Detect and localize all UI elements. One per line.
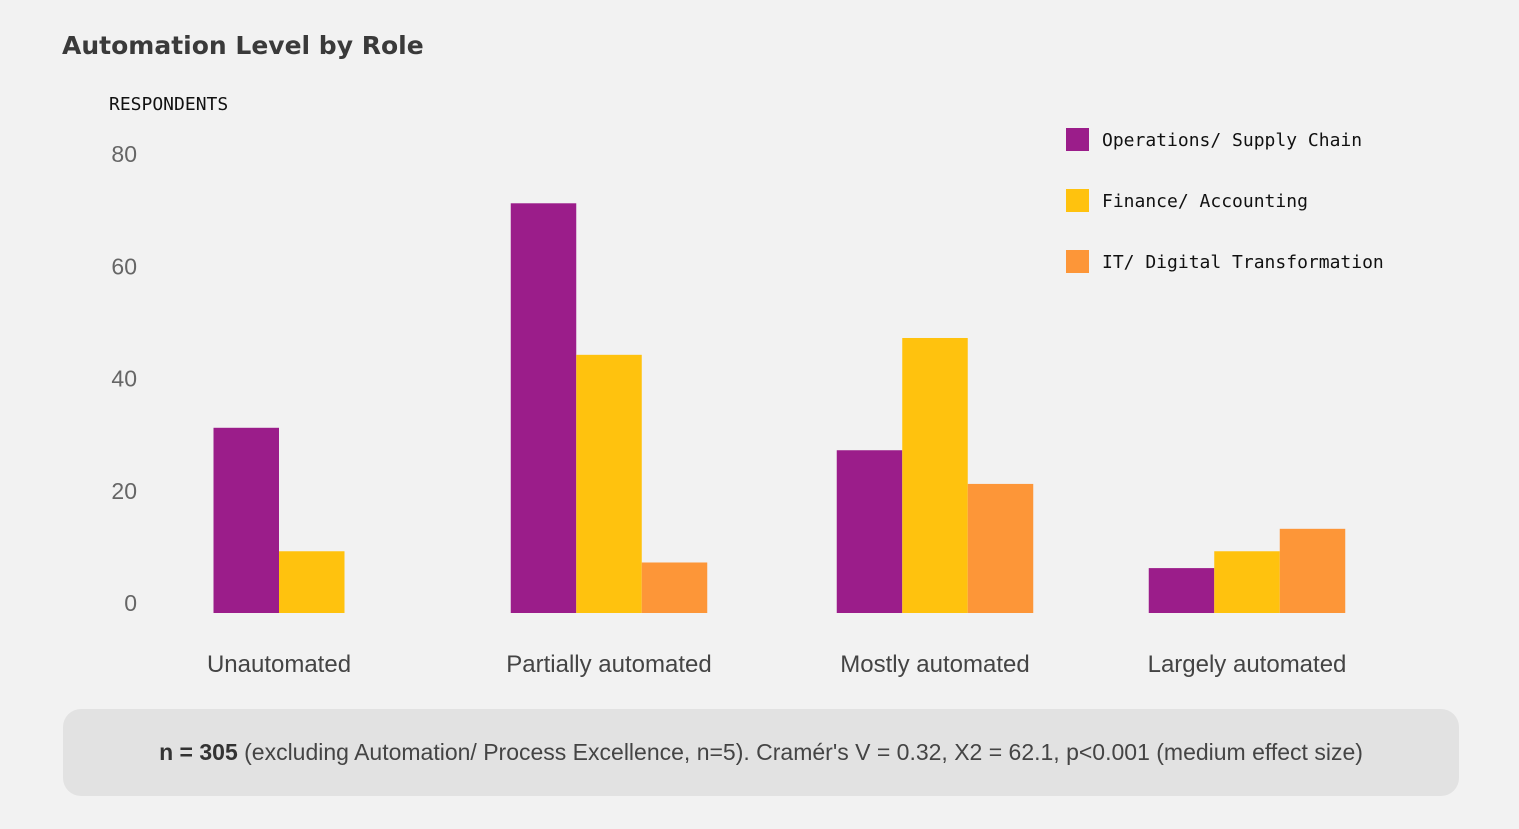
- y-tick-label: 80: [111, 141, 137, 167]
- bar: [967, 483, 1034, 613]
- footnote-box: n = 305 (excluding Automation/ Process E…: [63, 709, 1459, 796]
- bar: [641, 562, 708, 613]
- legend-swatch: [1066, 189, 1089, 212]
- legend-swatch: [1066, 250, 1089, 273]
- bar: [1148, 568, 1215, 613]
- y-tick-label: 20: [111, 478, 137, 504]
- legend-label: Operations/ Supply Chain: [1102, 130, 1362, 151]
- x-axis-ticks: Unautomated Partially automated Mostly aut…: [207, 651, 1346, 678]
- footnote-text: (excluding Automation/ Process Excellenc…: [237, 739, 1363, 765]
- legend-label: Finance/ Accounting: [1102, 191, 1308, 212]
- bar: [836, 450, 903, 613]
- x-tick-label: Unautomated: [207, 651, 351, 678]
- legend: Operations/ Supply Chain Finance/ Account…: [1066, 128, 1384, 273]
- bar: [279, 551, 345, 613]
- y-axis-ticks: 0 20 40 60 80: [111, 141, 137, 616]
- y-tick-label: 60: [111, 253, 137, 279]
- legend-label: IT/ Digital Transformation: [1102, 252, 1384, 273]
- y-tick-label: 0: [124, 590, 137, 616]
- x-tick-label: Largely automated: [1148, 651, 1347, 678]
- y-axis-title: RESPONDENTS: [109, 94, 228, 115]
- bars: [213, 203, 1346, 613]
- bar-chart: RESPONDENTS 0 20 40 60 80 Unautomated Partial…: [109, 94, 1384, 678]
- bar: [1279, 528, 1346, 613]
- legend-swatch: [1066, 128, 1089, 151]
- bar: [510, 203, 577, 613]
- bar: [1214, 551, 1280, 613]
- x-tick-label: Partially automated: [506, 651, 711, 678]
- bar: [576, 354, 642, 613]
- footnote-sample-size: n = 305: [159, 739, 238, 765]
- bar: [902, 337, 968, 613]
- bar: [213, 427, 279, 613]
- chart-title: Automation Level by Role: [62, 31, 424, 60]
- x-tick-label: Mostly automated: [840, 651, 1029, 678]
- y-tick-label: 40: [111, 366, 137, 392]
